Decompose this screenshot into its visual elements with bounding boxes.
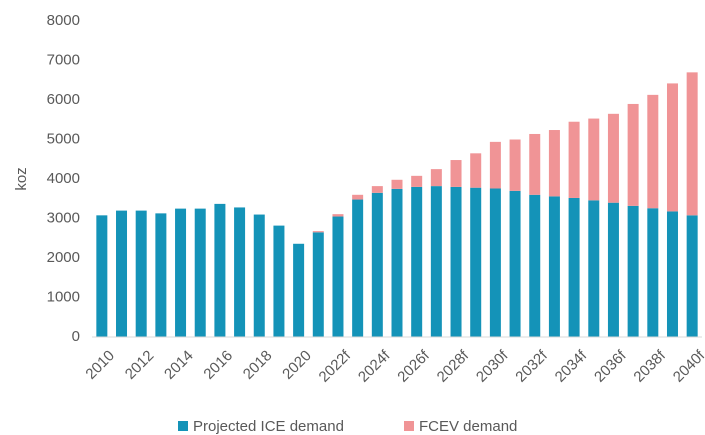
bar-segment [391,179,403,189]
y-tick-label: 3000 [47,209,80,226]
bar-segment [686,215,698,337]
bar-segment [312,231,324,233]
bar-segment [509,190,521,337]
x-tick-label: 2016 [200,347,236,383]
bar-segment [273,225,285,337]
bar-segment [529,194,541,337]
bar-segment [686,72,698,216]
y-tick-label: 2000 [47,249,80,266]
legend-swatch [404,421,414,431]
y-tick-label: 8000 [47,12,80,29]
bar-segment [155,213,167,337]
bar-segment [548,196,560,337]
x-tick-label: 2014 [161,347,197,383]
x-tick-label: 2036f [591,347,630,386]
bar-segment [234,207,246,337]
bar-segment [470,153,482,188]
bar-segment [352,194,364,200]
bar-segment [509,139,521,191]
bar-segment [627,103,639,206]
bar-segment [135,210,147,337]
bar-segment [607,202,619,337]
bar-segment [352,199,364,337]
bar-segment [647,94,659,209]
bar-segment [371,186,383,193]
bar-segment [450,160,462,187]
bar-segment [332,214,344,217]
y-axis-label: koz [13,167,30,190]
bar-segment [588,118,600,201]
bar-segment [647,208,659,337]
bar-segment [430,169,442,187]
y-tick-label: 4000 [47,170,80,187]
x-tick-label: 2012 [122,347,158,383]
bar-segment [568,197,580,337]
legend-label: FCEV demand [419,418,517,435]
x-tick-label: 2032f [512,347,551,386]
y-tick-label: 5000 [47,130,80,147]
x-tick-label: 2022f [316,347,355,386]
bar-segment [293,243,305,337]
bar-segment [607,113,619,203]
bar-segment [391,188,403,337]
bar-segment [470,187,482,337]
bar-segment [253,214,265,337]
bar-segment [411,186,423,337]
bar-segment [666,83,678,212]
y-tick-label: 6000 [47,91,80,108]
bar-segment [450,186,462,337]
x-tick-label: 2010 [82,347,118,383]
bar-segment [666,211,678,337]
bar-segment [194,208,206,337]
y-tick-label: 1000 [47,288,80,305]
x-tick-label: 2040f [670,347,705,386]
legend-label: Projected ICE demand [193,418,344,435]
bar-segment [411,175,423,187]
x-tick-label: 2028f [434,347,473,386]
x-tick-label: 2020 [279,347,315,383]
bar-segment [568,121,580,198]
x-tick-label: 2030f [473,347,512,386]
bar-segment [312,232,324,337]
bar-segment [96,215,108,337]
x-tick-label: 2018 [240,347,276,383]
bar-segment [588,200,600,337]
bar-segment [529,133,541,195]
x-tick-label: 2034f [552,347,591,386]
bar-segment [489,141,501,189]
bar-segment [332,216,344,337]
legend-swatch [178,421,188,431]
bar-segment [489,188,501,337]
y-tick-label: 0 [72,328,80,345]
bar-segment [214,203,226,337]
bar-segment [175,208,187,337]
y-tick-label: 7000 [47,51,80,68]
bar-segment [430,186,442,337]
bar-segment [116,210,128,337]
x-tick-label: 2026f [394,347,433,386]
x-tick-label: 2024f [355,347,394,386]
bar-segment [627,205,639,337]
bar-segment [548,130,560,197]
x-tick-label: 2038f [630,347,669,386]
bar-segment [371,192,383,337]
